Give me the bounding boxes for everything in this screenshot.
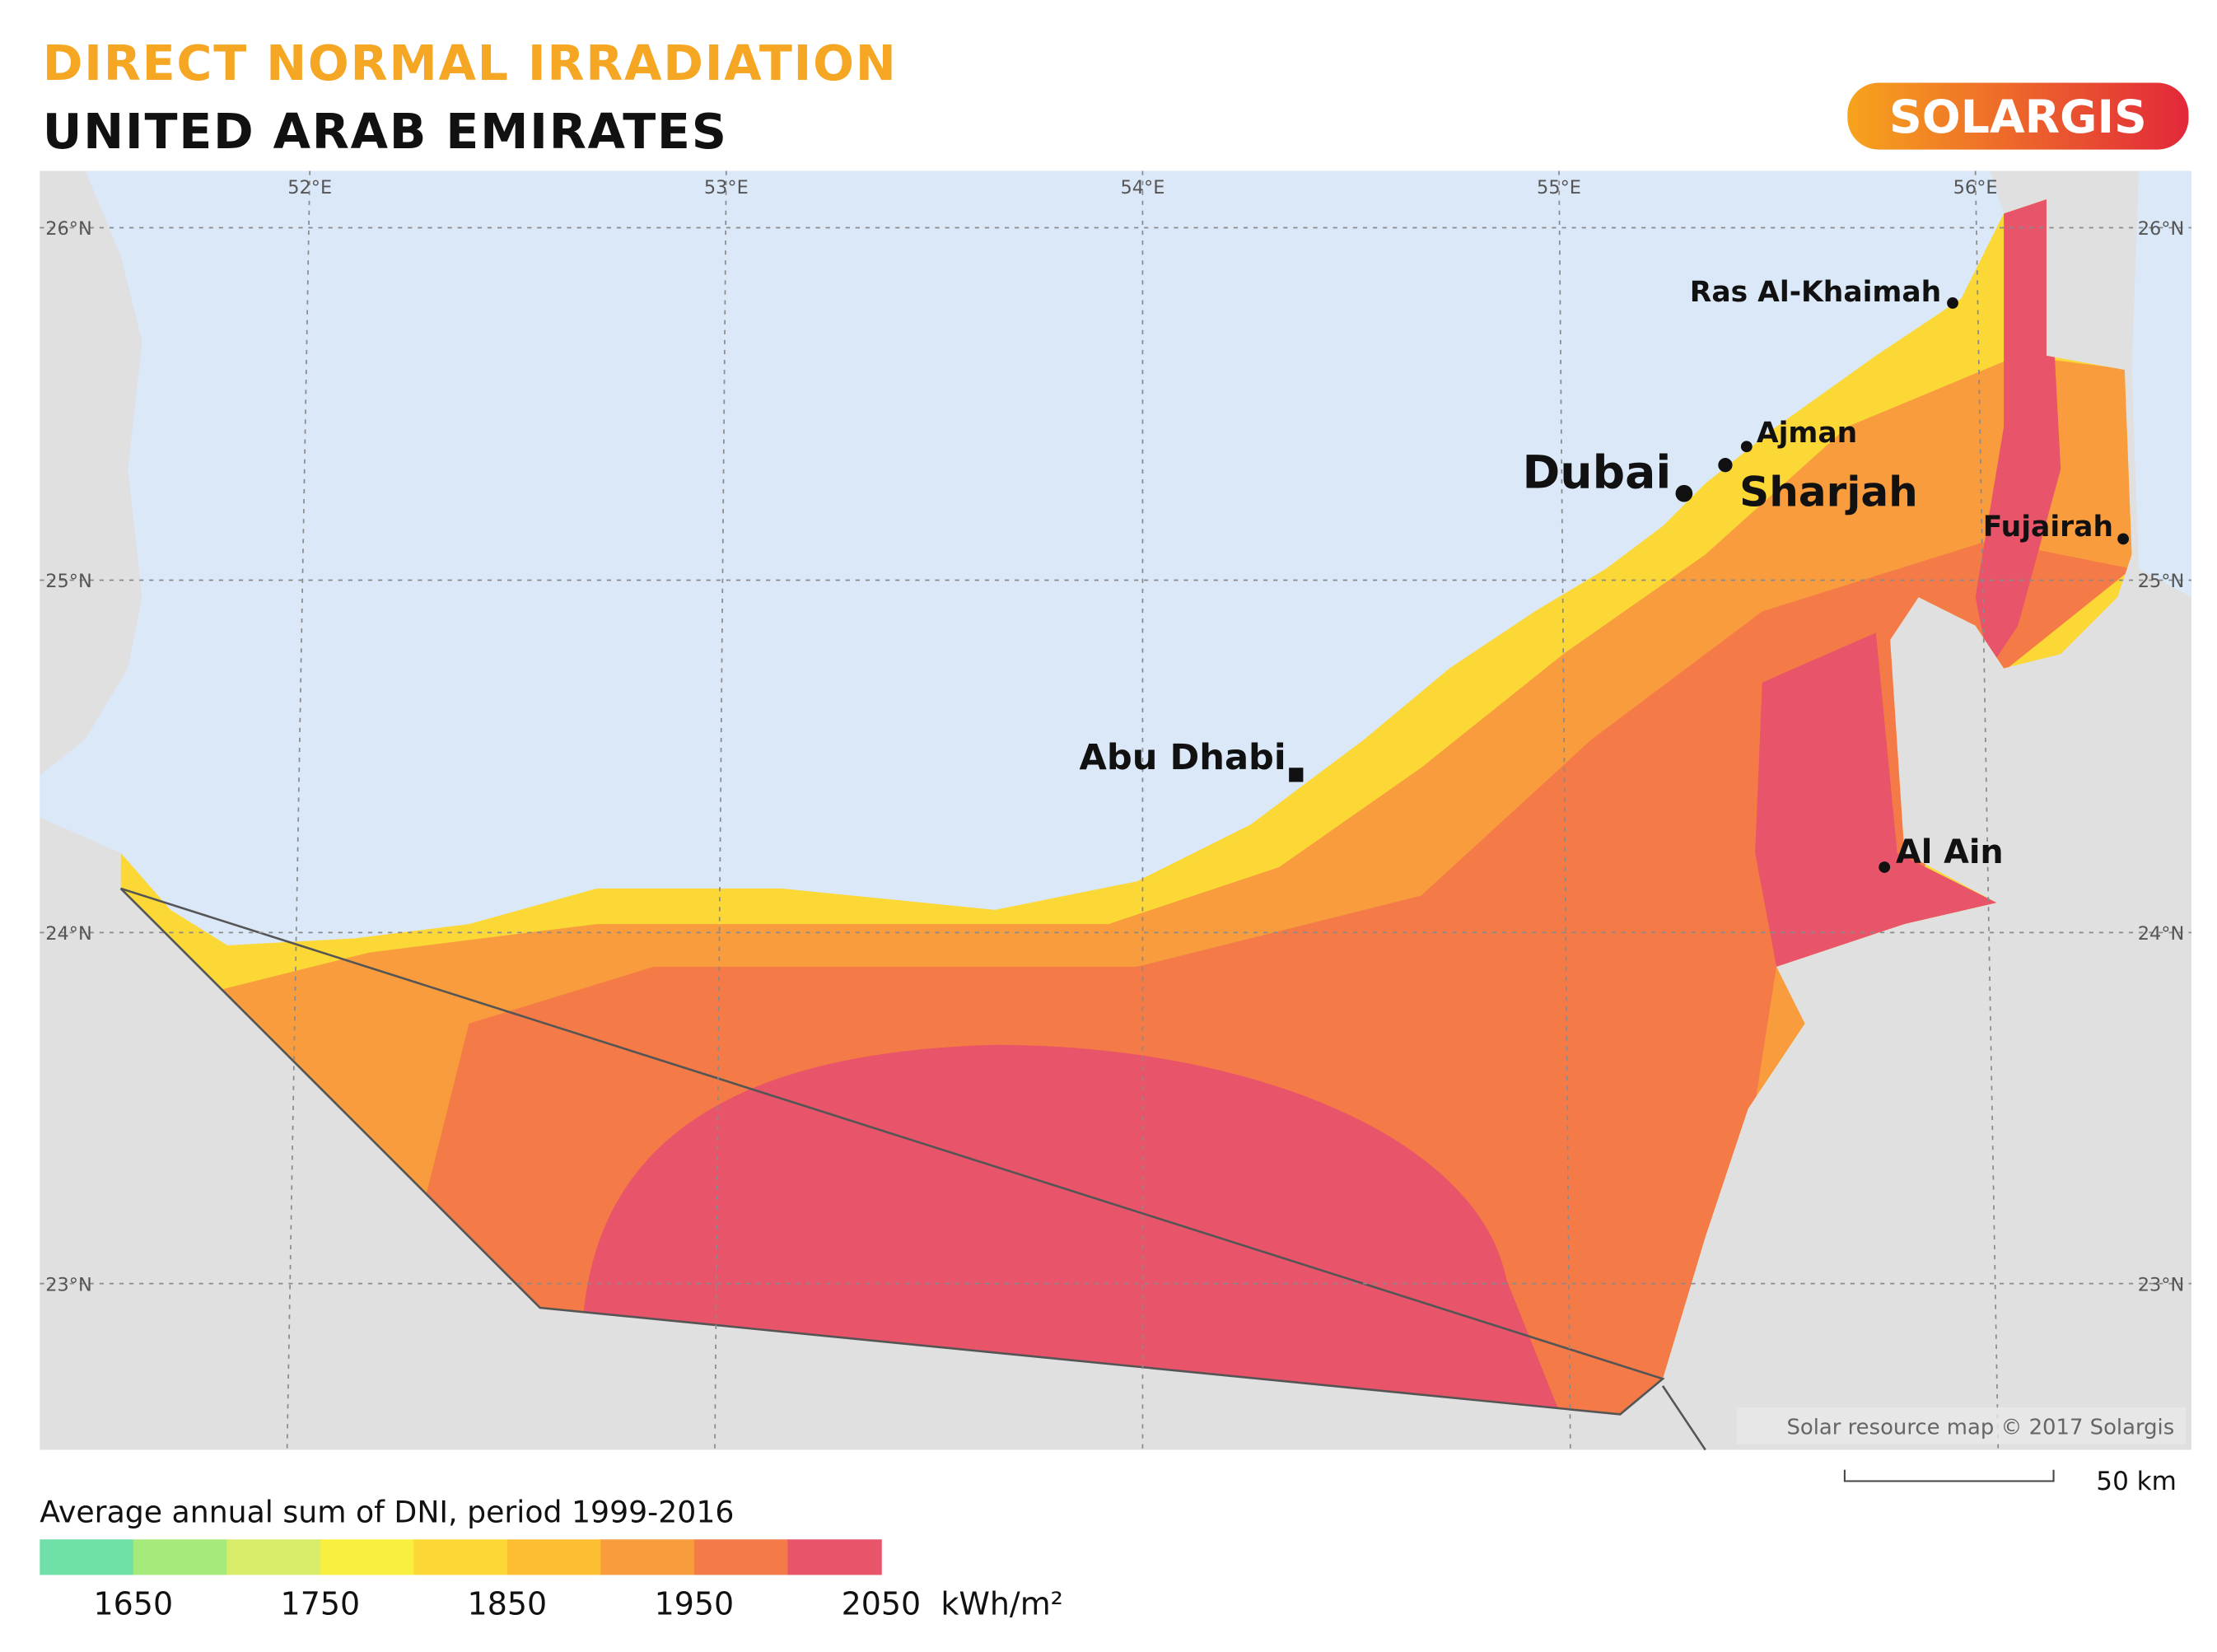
city-dot bbox=[1675, 484, 1693, 502]
attribution-bg bbox=[1736, 1407, 2187, 1444]
city-dot bbox=[1740, 441, 1753, 453]
legend-swatch bbox=[320, 1539, 415, 1575]
scale-bar bbox=[1843, 1469, 2055, 1482]
meridian bbox=[1558, 170, 1571, 1450]
lon-label: 54°E bbox=[1120, 177, 1165, 198]
legend: 1650 1750 1850 1950 2050 kWh/m² bbox=[40, 1539, 1063, 1622]
city-dot bbox=[2117, 533, 2130, 545]
legend-swatch bbox=[226, 1539, 321, 1575]
legend-swatch bbox=[600, 1539, 695, 1575]
sea bbox=[40, 170, 2005, 945]
subtitle: UNITED ARAB EMIRATES bbox=[43, 104, 728, 160]
lat-label: 24°N bbox=[2138, 923, 2185, 945]
scale-label: 50 km bbox=[2096, 1467, 2177, 1496]
legend-tick-label: 2050 bbox=[842, 1586, 922, 1622]
lon-label: 53°E bbox=[704, 177, 749, 198]
cities: Ras Al-Khaimah Ajman Dubai Sharjah Fujai… bbox=[1079, 276, 2130, 873]
legend-tick-label: 1950 bbox=[655, 1586, 735, 1622]
lat-label: 25°N bbox=[2138, 571, 2185, 592]
lon-label: 52°E bbox=[287, 177, 332, 198]
attribution: Solar resource map © 2017 Solargis bbox=[1786, 1416, 2174, 1440]
city-dot bbox=[1879, 861, 1891, 873]
meridian bbox=[1974, 170, 2000, 1450]
logo: SOLARGIS bbox=[1889, 91, 2147, 144]
legend-swatch bbox=[787, 1539, 882, 1575]
legend-tick-label: 1750 bbox=[281, 1586, 361, 1622]
lat-label: 23°N bbox=[45, 1274, 92, 1295]
city-label: Fujairah bbox=[1983, 511, 2113, 544]
border bbox=[119, 887, 1665, 1416]
legend-tick-label: 1650 bbox=[94, 1586, 174, 1622]
lat-label: 25°N bbox=[45, 571, 92, 592]
logo-badge bbox=[1847, 82, 2189, 150]
legend-swatch bbox=[506, 1539, 602, 1575]
legend-tick-label: 1850 bbox=[468, 1586, 548, 1622]
city-dot bbox=[1718, 458, 1733, 473]
legend-swatch bbox=[693, 1539, 789, 1575]
city-label: Ras Al-Khaimah bbox=[1690, 276, 1941, 309]
meridian bbox=[714, 170, 727, 1450]
lon-label: 56°E bbox=[1953, 177, 1998, 198]
zone bbox=[568, 1044, 1564, 1415]
border bbox=[1661, 1385, 1706, 1451]
city-label: Abu Dhabi bbox=[1079, 737, 1286, 778]
city-label: Ajman bbox=[1757, 417, 1857, 450]
meridian bbox=[286, 170, 311, 1450]
zone bbox=[1755, 632, 1997, 967]
lat-label: 26°N bbox=[2138, 218, 2185, 240]
map: 52°E 53°E 54°E 55°E 56°E 26°N 25°N 24°N … bbox=[40, 170, 2191, 1451]
graticule bbox=[40, 170, 2191, 1450]
legend-swatch bbox=[40, 1539, 134, 1575]
city-label: Al Ain bbox=[1896, 833, 2004, 871]
city-label: Dubai bbox=[1522, 446, 1671, 499]
lon-label: 55°E bbox=[1537, 177, 1581, 198]
title: DIRECT NORMAL IRRADIATION bbox=[43, 35, 898, 91]
legend-unit: kWh/m² bbox=[940, 1586, 1063, 1622]
city-dot bbox=[1947, 297, 1958, 309]
lat-label: 26°N bbox=[45, 218, 92, 240]
sea-east bbox=[2131, 170, 2191, 598]
lat-label: 23°N bbox=[2138, 1274, 2185, 1295]
legend-swatch bbox=[413, 1539, 508, 1575]
zone bbox=[1975, 198, 2061, 669]
legend-title: Average annual sum of DNI, period 1999-2… bbox=[40, 1495, 734, 1530]
city-label: Sharjah bbox=[1739, 469, 1918, 516]
legend-swatch bbox=[133, 1539, 228, 1575]
lat-label: 24°N bbox=[45, 923, 92, 945]
capital-marker bbox=[1289, 768, 1304, 782]
